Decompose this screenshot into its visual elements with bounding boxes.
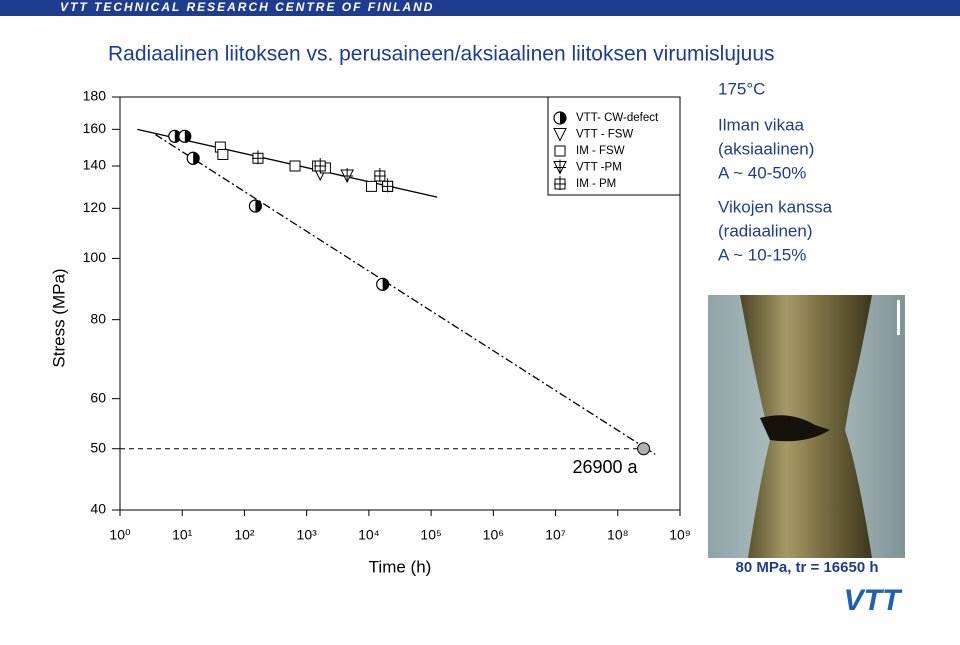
- y-tick-label: 40: [90, 501, 106, 517]
- x-tick-label: 10⁰: [109, 527, 131, 543]
- marker-square: [289, 160, 301, 172]
- point: [373, 167, 386, 182]
- point: [340, 167, 354, 184]
- point: [553, 159, 567, 175]
- plot-frame: [119, 96, 681, 511]
- point: [553, 111, 567, 125]
- point: [553, 128, 567, 142]
- y-tick-label: 180: [83, 88, 107, 104]
- y-tick-label: 80: [90, 310, 106, 326]
- y-tick-label: 120: [83, 199, 107, 215]
- point: [178, 129, 192, 143]
- point: [376, 277, 390, 291]
- legend-label: IM - FSW: [576, 145, 625, 157]
- y-tick-label: 50: [90, 439, 106, 455]
- legend-label: VTT - FSW: [576, 129, 633, 141]
- point: [289, 160, 301, 172]
- y-tick-label: 160: [83, 120, 107, 136]
- x-tick-label: 10⁵: [420, 527, 441, 543]
- y-axis-label: Stress (MPa): [49, 268, 68, 367]
- note: Ilman vikaa: [718, 115, 805, 134]
- x-tick-label: 10¹: [172, 527, 193, 543]
- y-tick-label: 140: [83, 157, 107, 173]
- title: Radiaalinen liitoksen vs. perusaineen/ak…: [108, 43, 775, 66]
- marker-square: [217, 148, 229, 160]
- marker-square: [365, 180, 377, 192]
- note: A ~ 10-15%: [718, 245, 806, 264]
- x-tick-label: 10³: [297, 527, 318, 543]
- legend-label: IM - PM: [576, 178, 616, 190]
- point: [381, 178, 394, 193]
- point: [186, 151, 200, 165]
- x-axis-label: Time (h): [369, 557, 432, 576]
- annotation: 26900 a: [572, 457, 638, 477]
- point: [554, 145, 566, 157]
- point: [314, 158, 327, 173]
- point: [637, 442, 651, 456]
- note: (radiaalinen): [718, 221, 813, 240]
- point: [554, 176, 566, 190]
- x-tick-label: 10⁹: [669, 527, 691, 543]
- y-tick-label: 60: [90, 389, 106, 405]
- marker-triangle: [553, 128, 567, 142]
- marker-half: [255, 200, 262, 213]
- header-band: [0, 0, 960, 16]
- legend-box: [547, 96, 681, 196]
- marker-half: [184, 130, 191, 143]
- photo: [708, 295, 905, 558]
- marker-half: [560, 112, 566, 124]
- marker-square: [554, 145, 566, 157]
- header: VTT TECHNICAL RESEARCH CENTRE OF FINLAND: [60, 0, 434, 14]
- marker-half: [193, 152, 200, 165]
- legend-label: VTT -PM: [576, 162, 622, 174]
- photo-caption: 80 MPa, tr = 16650 h: [736, 559, 879, 576]
- marker-circle: [637, 442, 651, 456]
- x-tick-label: 10⁴: [358, 527, 380, 543]
- note: (aksiaalinen): [718, 139, 814, 158]
- logo: VTT: [844, 584, 903, 617]
- point: [248, 199, 263, 213]
- note: Vikojen kanssa: [718, 197, 833, 216]
- point: [251, 150, 264, 165]
- y-tick-label: 100: [83, 249, 107, 265]
- legend-label: VTT- CW-defect: [576, 112, 659, 124]
- note: 175°C: [718, 79, 765, 98]
- point: [365, 180, 377, 192]
- x-tick-label: 10⁶: [483, 527, 504, 543]
- x-tick-label: 10⁷: [545, 527, 566, 543]
- marker-half: [382, 278, 389, 291]
- fit-line: [155, 133, 656, 455]
- note: A ~ 40-50%: [718, 163, 806, 182]
- point: [217, 148, 229, 160]
- x-tick-label: 10²: [234, 527, 255, 543]
- x-tick-label: 10⁸: [607, 527, 629, 543]
